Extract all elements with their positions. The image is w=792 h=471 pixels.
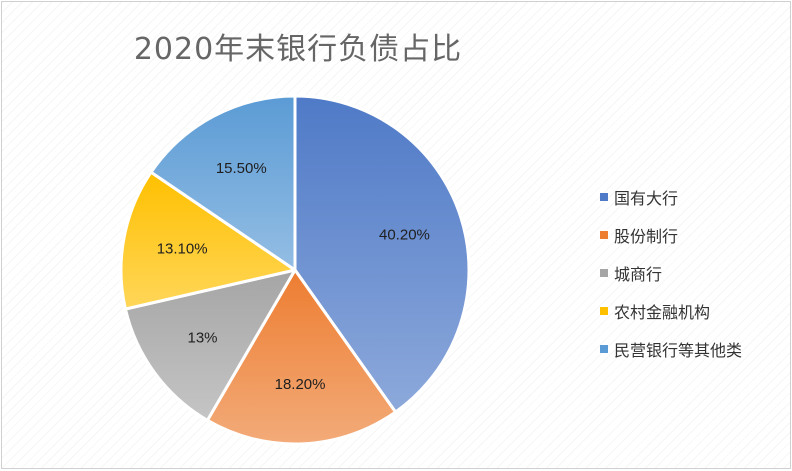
- legend-swatch: [600, 193, 608, 201]
- pie-slice-4: [119, 170, 297, 311]
- legend-label: 城商行: [614, 265, 663, 284]
- legend-swatch: [600, 345, 608, 353]
- data-label-2: 18.20%: [275, 376, 326, 393]
- chart-title: 2020年末银行负债占比: [133, 32, 463, 67]
- data-label-5: 15.50%: [216, 160, 267, 177]
- legend-item-5: 民营银行等其他类: [600, 330, 742, 368]
- pie-slice-2: [205, 268, 397, 446]
- legend-item-4: 农村金融机构: [600, 292, 742, 330]
- legend-label: 农村金融机构: [614, 303, 711, 322]
- legend: 国有大行股份制行城商行农村金融机构民营银行等其他类: [600, 178, 742, 368]
- pie-slice-5: [149, 94, 297, 272]
- pie-slice-3: [123, 268, 297, 422]
- legend-label: 民营银行等其他类: [614, 341, 743, 360]
- pie-slice-1: [293, 94, 471, 414]
- data-label-4: 13.10%: [157, 240, 208, 257]
- data-label-1: 40.20%: [379, 227, 430, 244]
- legend-label: 股份制行: [614, 227, 679, 246]
- legend-swatch: [600, 231, 608, 239]
- legend-item-3: 城商行: [600, 254, 742, 292]
- legend-item-2: 股份制行: [600, 216, 742, 254]
- legend-swatch: [600, 269, 608, 277]
- legend-item-1: 国有大行: [600, 178, 742, 216]
- legend-swatch: [600, 307, 608, 315]
- legend-label: 国有大行: [614, 189, 679, 208]
- data-label-3: 13%: [188, 330, 218, 347]
